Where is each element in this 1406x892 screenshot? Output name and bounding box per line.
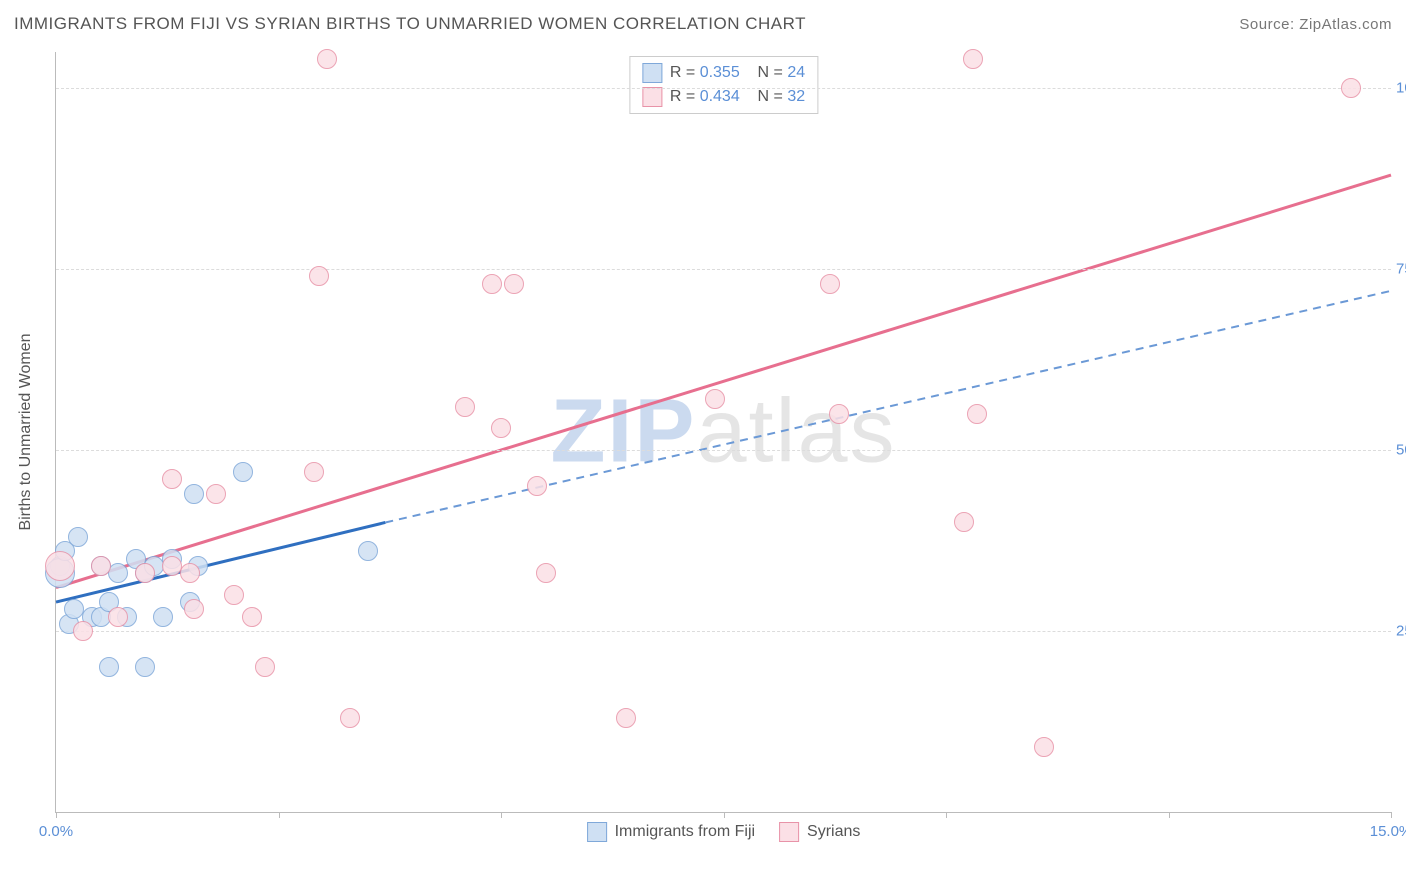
y-tick-label: 50.0% (1396, 442, 1406, 459)
swatch-fiji (587, 822, 607, 842)
y-tick-label: 75.0% (1396, 261, 1406, 278)
data-point-fiji (358, 541, 378, 561)
source-label: Source: (1239, 16, 1294, 33)
source-site: ZipAtlas.com (1299, 16, 1392, 33)
data-point-syrians (536, 563, 556, 583)
data-point-syrians (954, 512, 974, 532)
data-point-fiji (108, 563, 128, 583)
data-point-syrians (829, 404, 849, 424)
source-credit: Source: ZipAtlas.com (1239, 16, 1392, 33)
data-point-fiji (153, 607, 173, 627)
gridline (56, 88, 1391, 89)
series-legend: Immigrants from Fiji Syrians (587, 822, 861, 842)
data-point-fiji (135, 657, 155, 677)
r-value-fiji: 0.355 (700, 64, 740, 81)
data-point-syrians (73, 621, 93, 641)
data-point-syrians (491, 418, 511, 438)
n-value-syrians: 32 (787, 88, 805, 105)
data-point-syrians (309, 266, 329, 286)
data-point-syrians (527, 476, 547, 496)
plot-area: ZIPatlas Births to Unmarried Women R = 0… (55, 52, 1391, 813)
legend-item-fiji: Immigrants from Fiji (587, 822, 755, 842)
data-point-syrians (1341, 78, 1361, 98)
swatch-syrians (642, 87, 662, 107)
data-point-syrians (340, 708, 360, 728)
x-tick (1169, 812, 1170, 818)
data-point-syrians (206, 484, 226, 504)
watermark-part2: atlas (696, 382, 896, 482)
legend-row-fiji: R = 0.355 N = 24 (642, 61, 805, 85)
legend-item-syrians: Syrians (779, 822, 860, 842)
data-point-syrians (482, 274, 502, 294)
y-tick-label: 25.0% (1396, 623, 1406, 640)
trend-lines (56, 52, 1391, 812)
x-tick (946, 812, 947, 818)
data-point-fiji (184, 484, 204, 504)
x-tick (501, 812, 502, 818)
chart-title: IMMIGRANTS FROM FIJI VS SYRIAN BIRTHS TO… (14, 14, 806, 34)
data-point-syrians (1034, 737, 1054, 757)
n-label: N = (758, 64, 783, 81)
data-point-syrians (705, 389, 725, 409)
x-tick (724, 812, 725, 818)
data-point-syrians (504, 274, 524, 294)
data-point-syrians (135, 563, 155, 583)
data-point-syrians (162, 469, 182, 489)
legend-label-syrians: Syrians (807, 823, 860, 841)
x-tick-label: 15.0% (1370, 823, 1406, 840)
r-label: R = (670, 88, 695, 105)
legend-text-fiji: R = 0.355 N = 24 (670, 61, 805, 85)
swatch-syrians (779, 822, 799, 842)
data-point-syrians (242, 607, 262, 627)
data-point-syrians (180, 563, 200, 583)
r-value-syrians: 0.434 (700, 88, 740, 105)
data-point-syrians (963, 49, 983, 69)
data-point-fiji (68, 527, 88, 547)
swatch-fiji (642, 63, 662, 83)
gridline (56, 631, 1391, 632)
gridline (56, 450, 1391, 451)
x-tick (1391, 812, 1392, 818)
data-point-syrians (967, 404, 987, 424)
legend-label-fiji: Immigrants from Fiji (615, 823, 755, 841)
watermark-part1: ZIP (550, 382, 696, 482)
x-tick (279, 812, 280, 818)
correlation-legend: R = 0.355 N = 24 R = 0.434 N = 32 (629, 56, 818, 114)
data-point-syrians (304, 462, 324, 482)
y-axis-title: Births to Unmarried Women (17, 333, 35, 530)
data-point-syrians (820, 274, 840, 294)
data-point-syrians (255, 657, 275, 677)
data-point-syrians (224, 585, 244, 605)
gridline (56, 269, 1391, 270)
x-tick-label: 0.0% (39, 823, 73, 840)
data-point-syrians (184, 599, 204, 619)
data-point-syrians (317, 49, 337, 69)
data-point-syrians (616, 708, 636, 728)
n-label: N = (758, 88, 783, 105)
data-point-syrians (45, 551, 75, 581)
x-tick (56, 812, 57, 818)
n-value-fiji: 24 (787, 64, 805, 81)
r-label: R = (670, 64, 695, 81)
data-point-syrians (91, 556, 111, 576)
data-point-syrians (455, 397, 475, 417)
data-point-fiji (233, 462, 253, 482)
data-point-fiji (99, 657, 119, 677)
y-tick-label: 100.0% (1396, 80, 1406, 97)
data-point-syrians (108, 607, 128, 627)
